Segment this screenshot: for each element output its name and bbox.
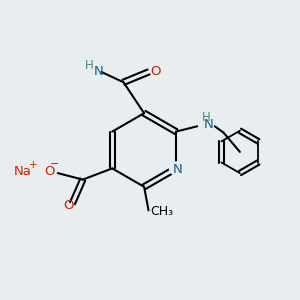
Text: O: O [150,65,160,79]
Text: H: H [202,111,210,124]
Text: N: N [172,164,182,176]
Circle shape [169,162,182,175]
Text: Na: Na [14,165,32,178]
Text: N: N [203,118,213,131]
Text: CH₃: CH₃ [150,205,173,218]
Text: O: O [63,199,73,212]
Text: O: O [44,165,55,178]
Text: N: N [94,65,103,78]
Text: −: − [50,159,59,169]
Text: H: H [85,59,93,72]
Text: +: + [29,160,38,170]
